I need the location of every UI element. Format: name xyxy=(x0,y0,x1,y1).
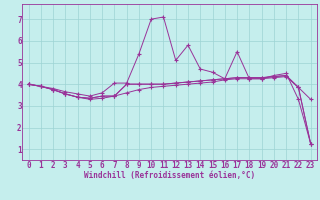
X-axis label: Windchill (Refroidissement éolien,°C): Windchill (Refroidissement éolien,°C) xyxy=(84,171,255,180)
